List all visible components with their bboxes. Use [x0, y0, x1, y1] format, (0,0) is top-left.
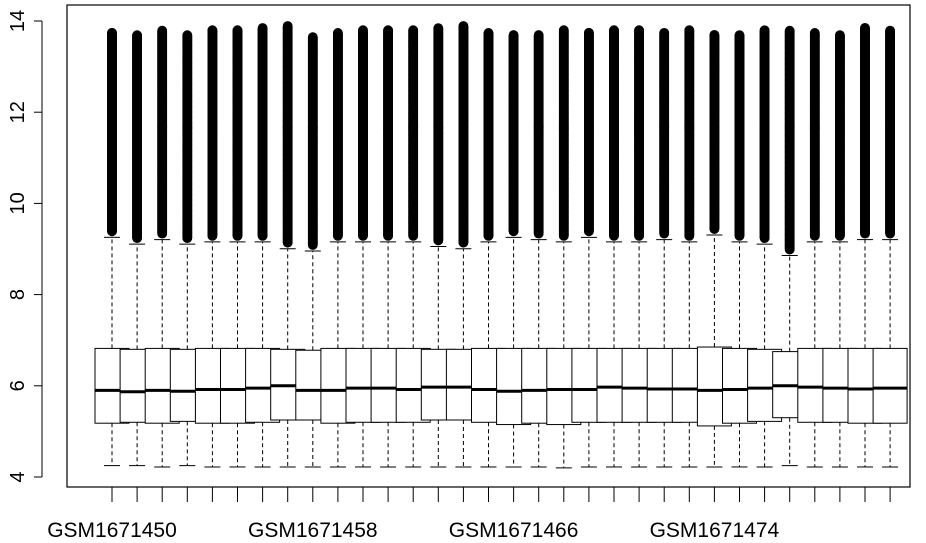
outlier-point: [157, 25, 168, 36]
outlier-point: [132, 30, 143, 41]
outlier-points: [358, 25, 368, 241]
outlier-points: [307, 32, 318, 250]
outlier-point: [107, 27, 117, 38]
outlier-points: [207, 25, 218, 241]
outlier-points: [333, 28, 343, 241]
outlier-points: [383, 25, 394, 241]
outlier-points: [157, 25, 168, 239]
outlier-layer: [107, 21, 895, 255]
outlier-points: [132, 30, 143, 244]
outlier-points: [257, 23, 268, 241]
outlier-points: [408, 25, 419, 241]
outlier-points: [107, 27, 117, 237]
outlier-points: [433, 23, 444, 246]
outlier-points: [282, 21, 293, 248]
outlier-points: [232, 25, 243, 241]
outlier-points: [182, 30, 193, 244]
